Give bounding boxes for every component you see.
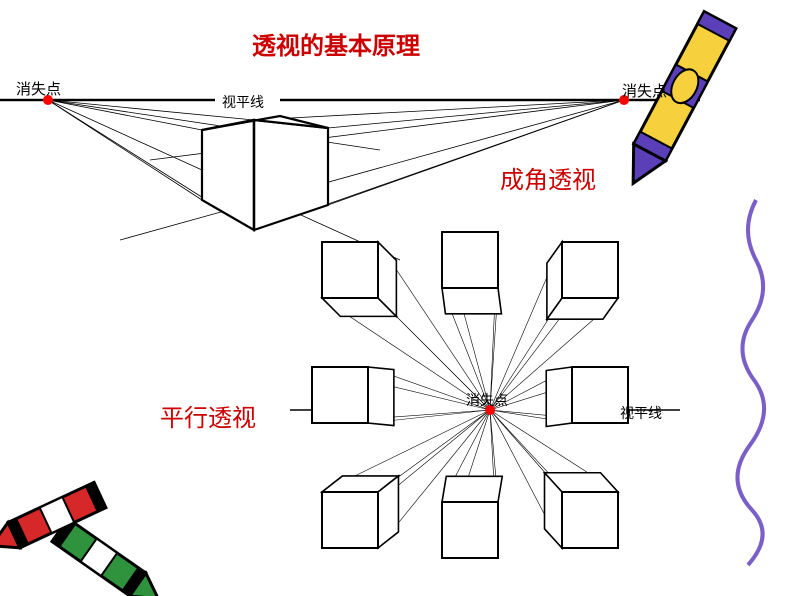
angular-perspective-label: 成角透视 xyxy=(500,160,596,195)
right-vanishing-point-label: 消失点 xyxy=(622,80,667,101)
diagram-canvas xyxy=(0,0,794,596)
horizon-line-label-top: 视平线 xyxy=(222,92,264,112)
horizon-line-label-bottom: 视平线 xyxy=(620,403,662,423)
page-title: 透视的基本原理 xyxy=(252,26,420,61)
center-vanishing-point-label: 消失点 xyxy=(466,390,508,410)
parallel-perspective-label: 平行透视 xyxy=(160,398,256,433)
left-vanishing-point-label: 消失点 xyxy=(16,78,61,99)
